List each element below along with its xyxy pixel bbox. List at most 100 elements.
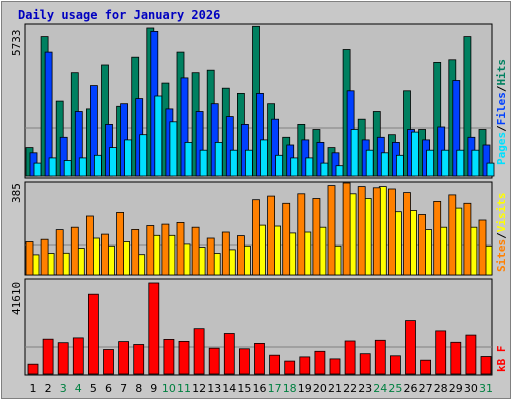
day-label-11: 11 [177,382,191,395]
bar-kb-f-day-26 [405,320,416,375]
bar-kb-f-day-10 [163,338,175,375]
bar-pages-day-3 [63,160,72,177]
day-label-23: 23 [358,382,372,395]
bar-pages-day-4 [78,157,87,177]
bar-sites-day-27 [418,214,427,276]
day-label-19: 19 [298,382,312,395]
bar-pages-day-27 [426,149,435,177]
legend-sep-2: / [495,85,508,92]
bar-sites-day-28 [433,200,442,276]
bar-pages-day-22 [350,129,359,177]
day-label-30: 30 [464,382,478,395]
day-label-6: 6 [105,382,112,395]
bar-kb-f-day-20 [314,350,326,375]
bar-sites-day-16 [252,199,260,276]
bar-pages-day-2 [48,157,57,177]
legend-sites-panel: Sites/Visits [495,193,508,273]
day-label-16: 16 [253,382,267,395]
bar-pages-day-11 [184,141,193,177]
bar-kb-f-day-31 [480,356,492,375]
ymax-sites-label: 385 [10,183,23,203]
legend-kbytes: kB F [495,346,508,373]
bar-sites-day-24 [372,187,381,276]
day-label-9: 9 [150,382,157,395]
bar-kb-f-day-28 [435,330,447,375]
bar-kb-f-day-4 [72,337,84,375]
bar-kb-f-day-7 [118,341,129,375]
bar-pages-day-23 [365,149,374,177]
bar-pages-day-5 [94,154,102,177]
bar-sites-day-18 [282,202,291,276]
bar-sites-day-21 [327,185,336,276]
bar-files-day-21 [331,152,340,177]
bar-sites-day-26 [403,192,411,276]
bar-pages-day-30 [471,149,480,177]
bar-sites-day-23 [357,186,366,276]
bar-sites-day-5 [86,215,94,276]
bar-kb-f-day-22 [344,340,356,375]
bar-sites-day-22 [342,182,351,276]
bar-pages-day-25 [395,154,404,177]
bar-kb-f-day-18 [284,360,296,375]
legend-files: Files [495,92,508,125]
legend-hits-panel: Pages/Files/Hits [495,59,508,165]
day-label-12: 12 [192,382,206,395]
day-label-25: 25 [388,382,402,395]
bar-sites-day-31 [478,219,487,276]
ymax-hits-label: 5733 [10,30,23,57]
ymax-kbytes-label: 41610 [10,282,23,315]
bar-sites-day-11 [176,221,185,276]
bar-pages-day-29 [456,149,465,177]
bar-files-day-14 [225,116,234,177]
bar-sites-day-25 [387,188,396,276]
legend-hits: Hits [495,59,508,86]
legend-sites: Sites [495,239,508,272]
bar-kb-f-day-3 [57,342,69,375]
bar-kb-f-day-6 [103,349,114,375]
legend-visits: Visits [495,193,508,233]
bar-pages-day-26 [411,131,419,177]
bar-kb-f-day-25 [389,355,401,375]
bar-sites-day-6 [101,233,109,276]
bar-sites-day-2 [40,238,49,276]
bar-sites-day-9 [146,225,155,276]
bar-pages-day-17 [275,154,284,177]
day-label-4: 4 [75,382,82,395]
day-label-10: 10 [162,382,176,395]
day-label-22: 22 [343,382,357,395]
bar-files-day-11 [180,77,189,177]
bar-sites-day-19 [297,193,306,276]
bar-pages-day-31 [486,162,495,177]
day-label-28: 28 [434,382,448,395]
bar-pages-day-13 [214,141,223,177]
day-label-1: 1 [30,382,37,395]
bar-pages-day-10 [169,121,178,177]
bar-pages-day-15 [244,149,253,177]
bar-kb-f-day-30 [465,334,477,375]
bar-kb-f-day-24 [374,339,386,375]
bar-hits-day-28 [433,62,442,177]
bar-sites-day-17 [267,195,276,276]
bar-kb-f-day-14 [223,333,235,375]
day-label-15: 15 [237,382,251,395]
bar-kb-f-day-19 [299,356,311,375]
legend-sep-3: / [495,232,508,239]
bar-pages-day-24 [380,152,389,177]
x-axis-day-labels: 1 2 3 4 5 6 7 8 9 10 11 12 13 14 15 16 17 18 19 20 21 22 23 24 2… [30,382,494,395]
day-label-3: 3 [60,382,67,395]
bar-sites-day-7 [116,211,124,276]
bar-pages-day-9 [154,95,163,177]
bar-pages-day-20 [320,162,329,177]
chart-title: Daily usage for January 2026 [18,8,220,22]
day-label-5: 5 [90,382,97,395]
day-label-21: 21 [328,382,342,395]
bar-kb-f-day-5 [88,293,99,375]
day-label-8: 8 [135,382,142,395]
bar-kb-f-day-1 [27,363,39,375]
bar-sites-day-13 [206,237,215,276]
bar-pages-day-16 [260,139,268,177]
bar-pages-day-21 [335,165,344,177]
bar-files-day-5 [90,85,98,177]
